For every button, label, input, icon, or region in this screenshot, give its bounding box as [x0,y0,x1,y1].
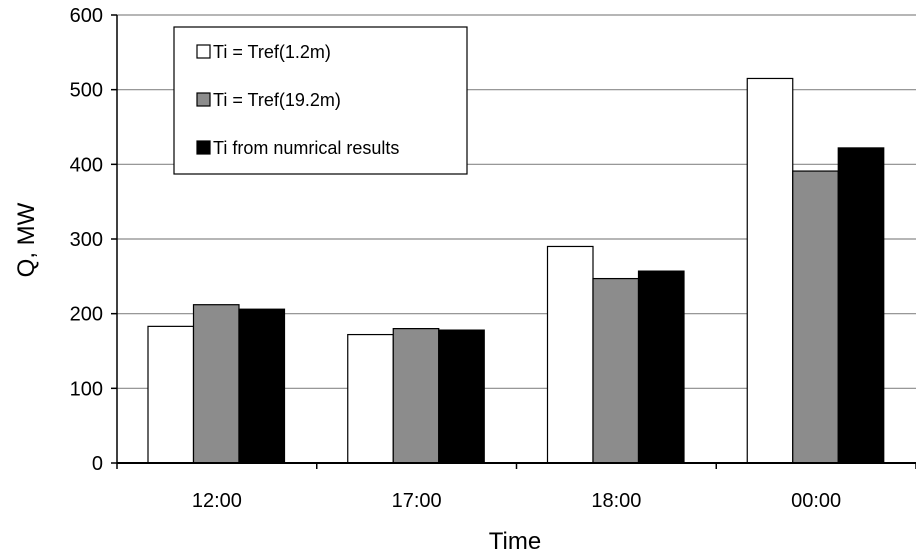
legend-box [173,26,468,175]
legend: Ti = Tref(1.2m) Ti = Tref(19.2m) Ti from n… [173,26,468,175]
bar [438,329,485,464]
y-tick-label: 200 [70,304,103,326]
x-tick-label: 18:00 [591,490,641,512]
bar [592,277,640,464]
y-tick-label: 400 [70,154,103,176]
legend-label: Ti = Tref(1.2m) [213,42,331,62]
x-tick-label: 17:00 [392,490,442,512]
bar [546,245,594,464]
y-tick-label: 300 [70,229,103,251]
axes [111,14,916,469]
x-axis-title: Time [489,528,541,555]
y-tick-label: 100 [70,378,103,400]
bar [746,77,794,464]
x-tick-labels: 12:00 17:00 18:00 00:00 [192,490,841,512]
legend-swatch [196,92,211,107]
bar [238,308,286,464]
bar [347,333,394,464]
bar [192,304,240,464]
bar [792,170,839,464]
legend-label: Ti from numrical results [213,138,399,158]
bars [147,77,885,464]
y-tick-label: 0 [92,453,103,475]
bar [147,325,195,464]
legend-swatch [196,44,211,59]
legend-swatch [196,140,211,155]
y-axis-title: Q, MW [13,202,40,277]
x-tick-label: 00:00 [791,490,841,512]
y-tick-label: 600 [70,5,103,27]
legend-label: Ti = Tref(19.2m) [213,90,341,110]
y-tick-labels: 0 100 200 300 400 500 600 [70,5,103,475]
bar [637,270,685,464]
y-tick-label: 500 [70,80,103,102]
bar [392,328,440,464]
x-tick-label: 12:00 [192,490,242,512]
bar [837,147,885,464]
